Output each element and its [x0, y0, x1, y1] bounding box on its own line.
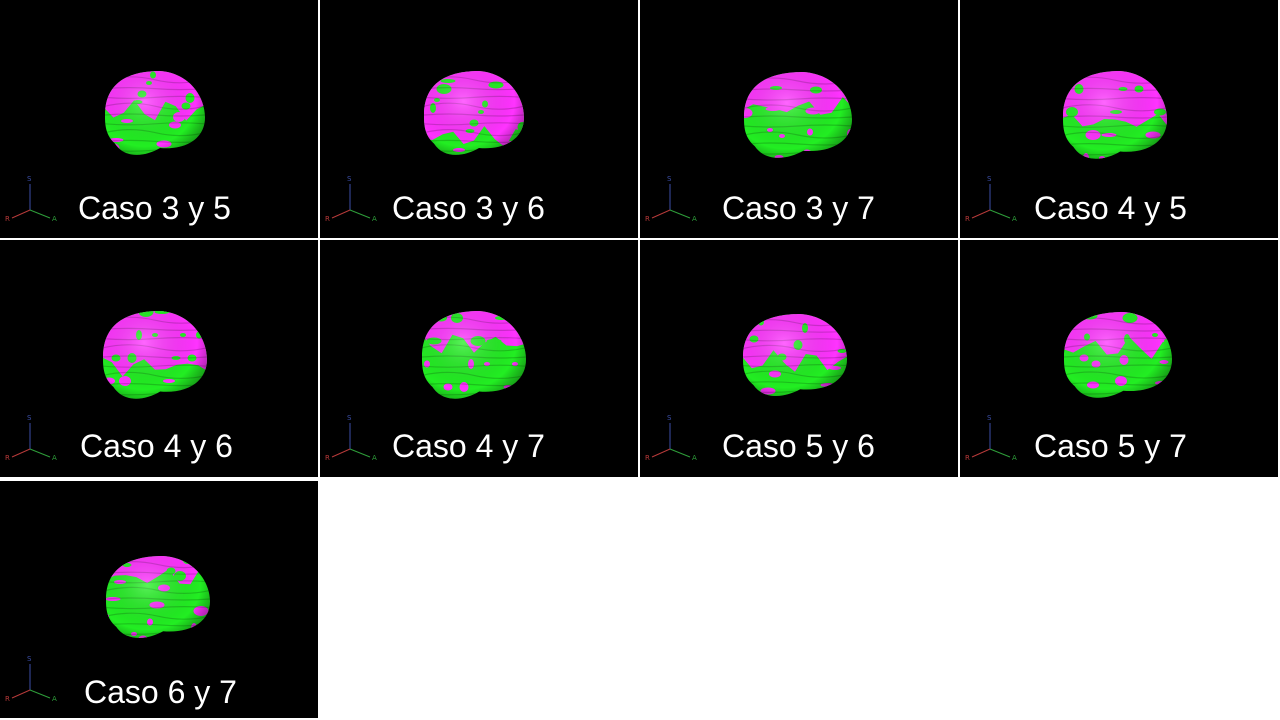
brain-surface: [1063, 71, 1167, 159]
brain-surface: [744, 72, 852, 158]
brain-render: S R A: [965, 71, 1167, 223]
orientation-axes-icon: S R A: [325, 414, 377, 462]
brain-render-panel: S R A Caso 4 y 6: [0, 240, 318, 477]
axis-label-right: R: [5, 695, 10, 703]
axis-label-superior: S: [987, 175, 992, 183]
axis-label-anterior: A: [692, 215, 697, 223]
brain-render: S R A: [325, 311, 526, 462]
panel-caption: Caso 6 y 7: [84, 674, 237, 710]
brain-render: S R A: [5, 71, 205, 223]
panel-caption: Caso 3 y 7: [722, 190, 875, 226]
orientation-axes-icon: S R A: [325, 175, 377, 223]
brain-render-panel: S R A Caso 3 y 7: [640, 0, 958, 238]
axis-label-superior: S: [987, 414, 992, 422]
axis-label-superior: S: [667, 175, 672, 183]
brain-render-panel: S R A Caso 6 y 7: [0, 481, 318, 718]
orientation-axes-icon: S R A: [5, 414, 57, 462]
brain-render-panel: S R A Caso 5 y 6: [640, 240, 958, 477]
brain-render: S R A: [5, 311, 207, 462]
orientation-axes-icon: S R A: [965, 175, 1017, 223]
axis-label-superior: S: [347, 414, 352, 422]
orientation-axes-icon: S R A: [965, 414, 1017, 462]
axis-label-right: R: [645, 215, 650, 223]
axis-label-anterior: A: [372, 215, 377, 223]
axis-label-anterior: A: [52, 454, 57, 462]
brain-render: S R A: [5, 556, 210, 703]
brain-render-panel: S R A Caso 5 y 7: [960, 240, 1278, 477]
axis-label-right: R: [965, 215, 970, 223]
panel-caption: Caso 5 y 7: [1034, 428, 1187, 464]
brain-render: S R A: [965, 312, 1172, 462]
brain-render-panel: S R A Caso 4 y 7: [320, 240, 638, 477]
brain-surface: [743, 314, 847, 396]
axis-label-anterior: A: [1012, 454, 1017, 462]
axis-label-right: R: [325, 454, 330, 462]
axis-label-anterior: A: [692, 454, 697, 462]
orientation-axes-icon: S R A: [5, 655, 57, 703]
orientation-axes-icon: S R A: [5, 175, 57, 223]
axis-label-right: R: [965, 454, 970, 462]
brain-render: S R A: [325, 71, 524, 223]
brain-surface: [105, 71, 205, 155]
axis-label-right: R: [5, 454, 10, 462]
axis-label-right: R: [645, 454, 650, 462]
axis-label-right: R: [325, 215, 330, 223]
brain-surface: [103, 311, 207, 399]
orientation-axes-icon: S R A: [645, 414, 697, 462]
axis-label-anterior: A: [372, 454, 377, 462]
brain-surface: [1064, 312, 1172, 398]
orientation-axes-icon: S R A: [645, 175, 697, 223]
brain-render-panel: S R A Caso 3 y 6: [320, 0, 638, 238]
axis-label-anterior: A: [1012, 215, 1017, 223]
panel-caption: Caso 3 y 5: [78, 190, 231, 226]
panel-caption: Caso 4 y 7: [392, 428, 545, 464]
axis-label-superior: S: [347, 175, 352, 183]
panel-caption: Caso 3 y 6: [392, 190, 545, 226]
brain-surface: [106, 556, 210, 638]
brain-render: S R A: [645, 72, 852, 223]
brain-render: S R A: [645, 314, 847, 462]
brain-render-panel: S R A Caso 3 y 5: [0, 0, 318, 238]
panel-caption: Caso 4 y 6: [80, 428, 233, 464]
panel-caption: Caso 4 y 5: [1034, 190, 1187, 226]
axis-label-anterior: A: [52, 215, 57, 223]
axis-label-superior: S: [667, 414, 672, 422]
panel-caption: Caso 5 y 6: [722, 428, 875, 464]
axis-label-superior: S: [27, 414, 32, 422]
brain-surface: [424, 71, 524, 155]
brain-surface: [422, 311, 526, 399]
brain-render-panel: S R A Caso 4 y 5: [960, 0, 1278, 238]
axis-label-anterior: A: [52, 695, 57, 703]
axis-label-superior: S: [27, 175, 32, 183]
axis-label-right: R: [5, 215, 10, 223]
axis-label-superior: S: [27, 655, 32, 663]
